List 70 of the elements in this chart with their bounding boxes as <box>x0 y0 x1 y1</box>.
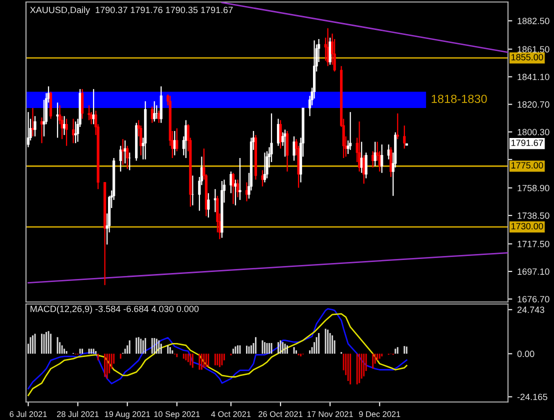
candlestick <box>126 145 129 170</box>
candlestick <box>72 118 75 144</box>
annotation: 1791.67 <box>511 140 543 146</box>
candlestick <box>34 116 36 137</box>
candlestick <box>65 118 68 146</box>
y-tick-label: 0.00 <box>517 350 534 358</box>
candlestick <box>88 104 90 121</box>
candlestick <box>81 88 84 120</box>
candlestick <box>396 112 399 140</box>
y-tick-label: 1676.70 <box>518 296 550 302</box>
candlestick <box>74 120 77 144</box>
ref-line-label: 1730.00 <box>511 222 544 230</box>
y-tick-label: 1841.10 <box>518 74 550 80</box>
x-tick-label: 6 Jul 2021 <box>10 411 47 418</box>
chart-title: MACD(12,26,9) -3.584 -6.684 4.030 0.000 <box>30 305 199 314</box>
candlestick <box>266 150 268 179</box>
candlestick <box>232 172 235 205</box>
candlestick <box>236 179 240 198</box>
y-tick-label: 1717.50 <box>518 240 550 248</box>
candlestick <box>158 110 160 124</box>
candlestick <box>261 170 264 187</box>
candlestick <box>263 152 266 183</box>
y-tick-label: 1738.50 <box>518 212 550 219</box>
candlestick <box>362 154 366 184</box>
x-tick-label: 4 Oct 2021 <box>211 411 251 418</box>
y-tick-label: 1820.70 <box>518 101 550 108</box>
y-tick-label: 1882.50 <box>518 18 550 24</box>
candlestick <box>92 88 95 125</box>
x-tick-label: 10 Sep 2021 <box>154 411 200 419</box>
candlestick <box>390 146 392 178</box>
chart-title: XAUUSD,Daily 1790.37 1791.76 1790.35 1791.67 <box>30 6 233 15</box>
candlestick <box>153 100 156 122</box>
candlestick <box>328 37 332 66</box>
ref-line-label: 1775.00 <box>511 162 544 169</box>
candlestick <box>207 192 210 218</box>
x-tick-label: 9 Dec 2021 <box>359 411 400 418</box>
candlestick <box>238 157 242 200</box>
candlestick <box>284 129 286 158</box>
candlestick <box>234 179 237 206</box>
band-label: 1818-1830 <box>432 94 487 104</box>
candlestick <box>349 111 352 150</box>
candlestick <box>49 91 52 120</box>
candlestick <box>160 86 162 124</box>
candlestick <box>374 141 376 167</box>
candlestick <box>122 138 124 166</box>
candlestick <box>184 120 188 159</box>
candlestick <box>372 150 374 168</box>
candlestick <box>380 144 384 174</box>
candlestick <box>286 130 289 172</box>
y-tick-label: 1697.10 <box>518 268 550 275</box>
candlestick <box>358 120 361 172</box>
candlestick <box>364 152 368 179</box>
y-tick-label: 1861.50 <box>518 46 550 53</box>
y-tick-label: 1800.30 <box>518 128 550 136</box>
candlestick <box>56 102 59 138</box>
candlestick <box>119 145 122 172</box>
y-tick-label: -24.165 <box>517 394 548 400</box>
candlestick <box>230 170 232 194</box>
candlestick <box>279 120 282 150</box>
candlestick <box>292 136 296 162</box>
y-tick-label: 1758.90 <box>518 184 550 192</box>
candlestick <box>403 125 406 150</box>
ref-line-label: 1855.00 <box>511 54 544 60</box>
x-tick-label: 26 Oct 2021 <box>258 411 302 418</box>
y-tick-label: 24.743 <box>517 306 544 313</box>
x-tick-label: 28 Jul 2021 <box>57 411 99 418</box>
x-tick-label: 19 Aug 2021 <box>104 411 150 419</box>
candlestick <box>26 111 30 148</box>
x-tick-label: 17 Nov 2021 <box>307 411 353 418</box>
candlestick <box>176 128 178 152</box>
